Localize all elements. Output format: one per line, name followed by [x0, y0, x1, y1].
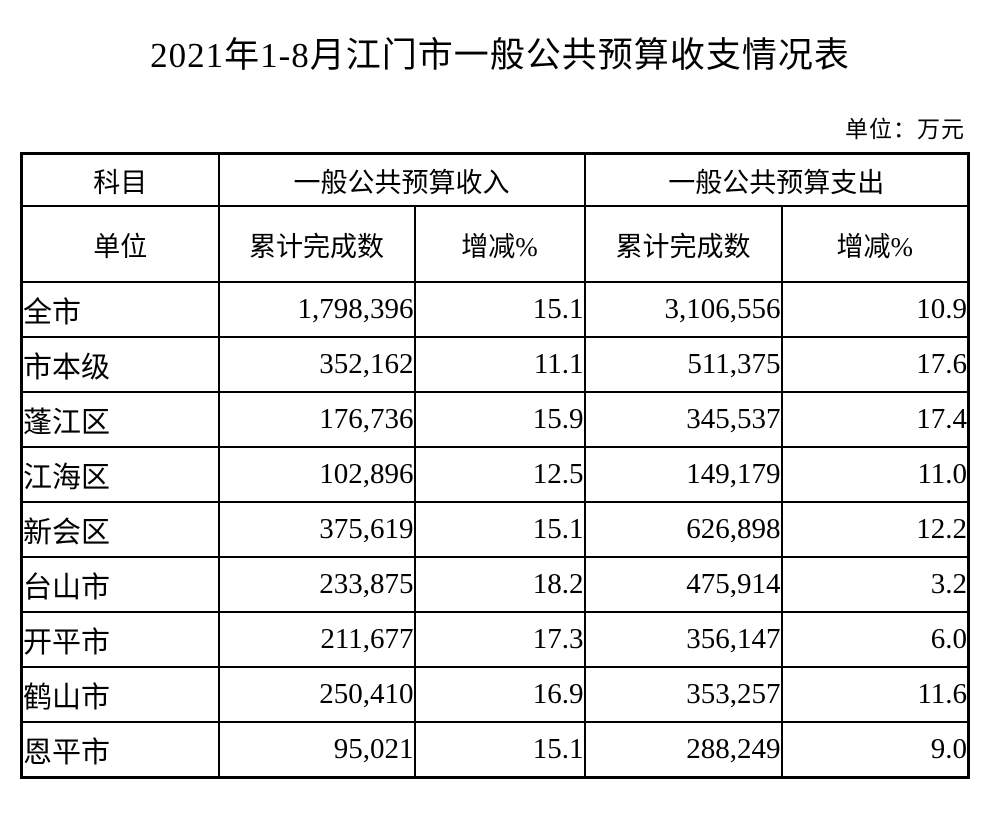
revenue-total-cell: 1,798,396	[217, 281, 416, 338]
table-row: 新会区 375,619 15.1 626,898 12.2	[20, 501, 970, 558]
region-cell: 市本级	[20, 336, 220, 393]
region-cell: 开平市	[20, 611, 220, 668]
revenue-total-cell: 211,677	[217, 611, 416, 668]
region-cell: 新会区	[20, 501, 220, 558]
expenditure-total-cell: 345,537	[583, 391, 783, 448]
header-revenue-cumulative: 累计完成数	[217, 205, 416, 283]
expenditure-change-cell: 3.2	[780, 556, 970, 613]
revenue-change-cell: 11.1	[413, 336, 586, 393]
expenditure-change-cell: 11.0	[780, 446, 970, 503]
header-unit: 单位	[20, 205, 220, 283]
table-row: 蓬江区 176,736 15.9 345,537 17.4	[20, 391, 970, 448]
revenue-total-cell: 250,410	[217, 666, 416, 723]
unit-label: 单位：万元	[845, 117, 965, 142]
expenditure-change-cell: 17.4	[780, 391, 970, 448]
header-subject: 科目	[20, 152, 220, 207]
header-revenue-group: 一般公共预算收入	[217, 152, 586, 207]
table-row: 开平市 211,677 17.3 356,147 6.0	[20, 611, 970, 668]
revenue-total-cell: 352,162	[217, 336, 416, 393]
table-row: 鹤山市 250,410 16.9 353,257 11.6	[20, 666, 970, 723]
table-row: 市本级 352,162 11.1 511,375 17.6	[20, 336, 970, 393]
header-expenditure-change: 增减%	[780, 205, 970, 283]
expenditure-total-cell: 511,375	[583, 336, 783, 393]
expenditure-total-cell: 353,257	[583, 666, 783, 723]
region-cell: 江海区	[20, 446, 220, 503]
expenditure-total-cell: 356,147	[583, 611, 783, 668]
region-cell: 全市	[20, 281, 220, 338]
header-expenditure-group: 一般公共预算支出	[583, 152, 970, 207]
table-row: 台山市 233,875 18.2 475,914 3.2	[20, 556, 970, 613]
expenditure-total-cell: 626,898	[583, 501, 783, 558]
expenditure-change-cell: 17.6	[780, 336, 970, 393]
expenditure-change-cell: 9.0	[780, 721, 970, 779]
expenditure-total-cell: 3,106,556	[583, 281, 783, 338]
revenue-change-cell: 15.9	[413, 391, 586, 448]
revenue-total-cell: 102,896	[217, 446, 416, 503]
revenue-change-cell: 12.5	[413, 446, 586, 503]
revenue-total-cell: 176,736	[217, 391, 416, 448]
expenditure-change-cell: 6.0	[780, 611, 970, 668]
header-expenditure-cumulative: 累计完成数	[583, 205, 783, 283]
revenue-change-cell: 17.3	[413, 611, 586, 668]
revenue-change-cell: 15.1	[413, 281, 586, 338]
expenditure-total-cell: 149,179	[583, 446, 783, 503]
expenditure-change-cell: 12.2	[780, 501, 970, 558]
expenditure-total-cell: 288,249	[583, 721, 783, 779]
expenditure-change-cell: 11.6	[780, 666, 970, 723]
revenue-change-cell: 16.9	[413, 666, 586, 723]
region-cell: 鹤山市	[20, 666, 220, 723]
region-cell: 台山市	[20, 556, 220, 613]
revenue-change-cell: 15.1	[413, 501, 586, 558]
region-cell: 恩平市	[20, 721, 220, 779]
table-row: 全市 1,798,396 15.1 3,106,556 10.9	[20, 281, 970, 338]
region-cell: 蓬江区	[20, 391, 220, 448]
budget-table: 科目 一般公共预算收入 一般公共预算支出 单位 累计完成数 增减% 累计完成数 …	[20, 152, 970, 779]
revenue-change-cell: 15.1	[413, 721, 586, 779]
expenditure-change-cell: 10.9	[780, 281, 970, 338]
revenue-total-cell: 233,875	[217, 556, 416, 613]
header-row-groups: 科目 一般公共预算收入 一般公共预算支出	[20, 152, 970, 207]
page-title: 2021年1-8月江门市一般公共预算收支情况表	[150, 36, 850, 75]
table-row: 恩平市 95,021 15.1 288,249 9.0	[20, 721, 970, 779]
revenue-total-cell: 95,021	[217, 721, 416, 779]
header-revenue-change: 增减%	[413, 205, 586, 283]
revenue-total-cell: 375,619	[217, 501, 416, 558]
expenditure-total-cell: 475,914	[583, 556, 783, 613]
header-row-columns: 单位 累计完成数 增减% 累计完成数 增减%	[20, 205, 970, 283]
table-row: 江海区 102,896 12.5 149,179 11.0	[20, 446, 970, 503]
revenue-change-cell: 18.2	[413, 556, 586, 613]
